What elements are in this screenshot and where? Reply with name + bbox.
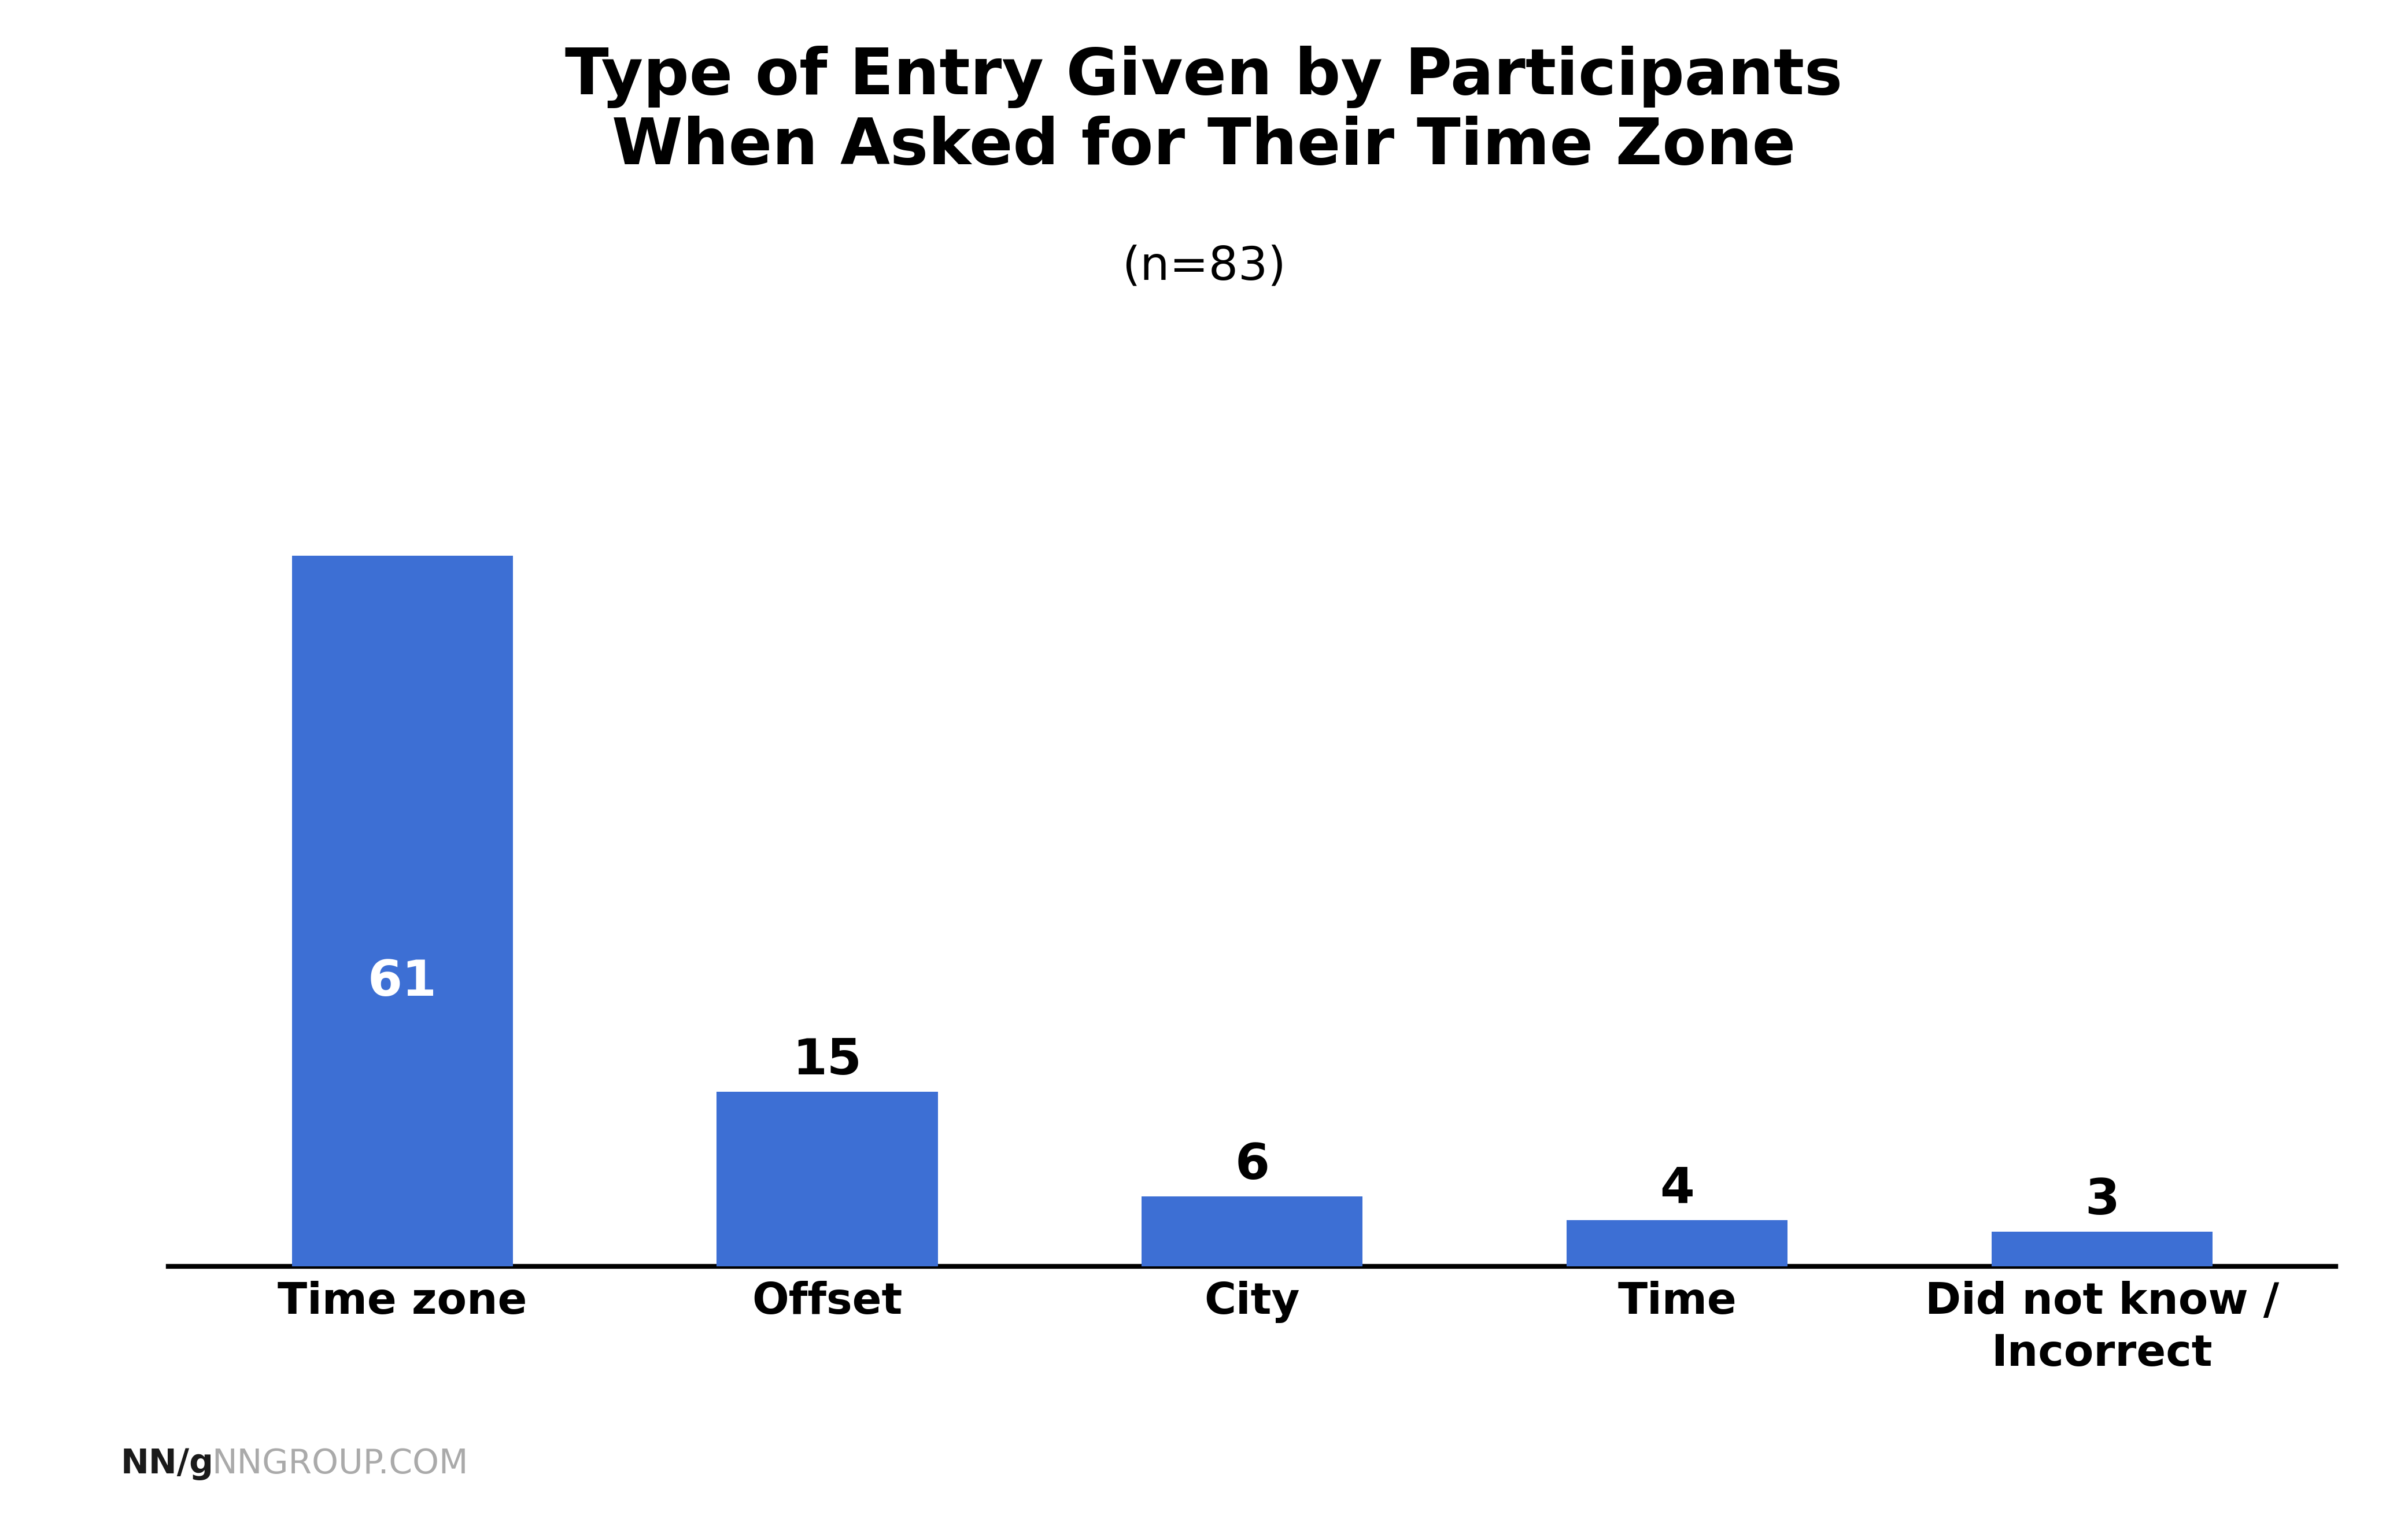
Text: NN/g: NN/g [120,1447,214,1480]
Text: 4: 4 [1659,1164,1695,1213]
Text: 15: 15 [792,1036,862,1085]
Bar [718,1091,937,1267]
Text: 61: 61 [368,958,436,1006]
Bar [291,555,513,1267]
Text: Type of Entry Given by Participants
When Asked for Their Time Zone: Type of Entry Given by Participants When… [566,46,1842,177]
Text: 6: 6 [1235,1141,1269,1190]
Bar [1991,1231,2213,1267]
Text: NNGROUP.COM: NNGROUP.COM [212,1447,470,1480]
Bar [1141,1196,1363,1267]
Text: 3: 3 [2085,1177,2119,1224]
Bar [1568,1219,1787,1267]
Text: (n=83): (n=83) [1122,244,1286,290]
